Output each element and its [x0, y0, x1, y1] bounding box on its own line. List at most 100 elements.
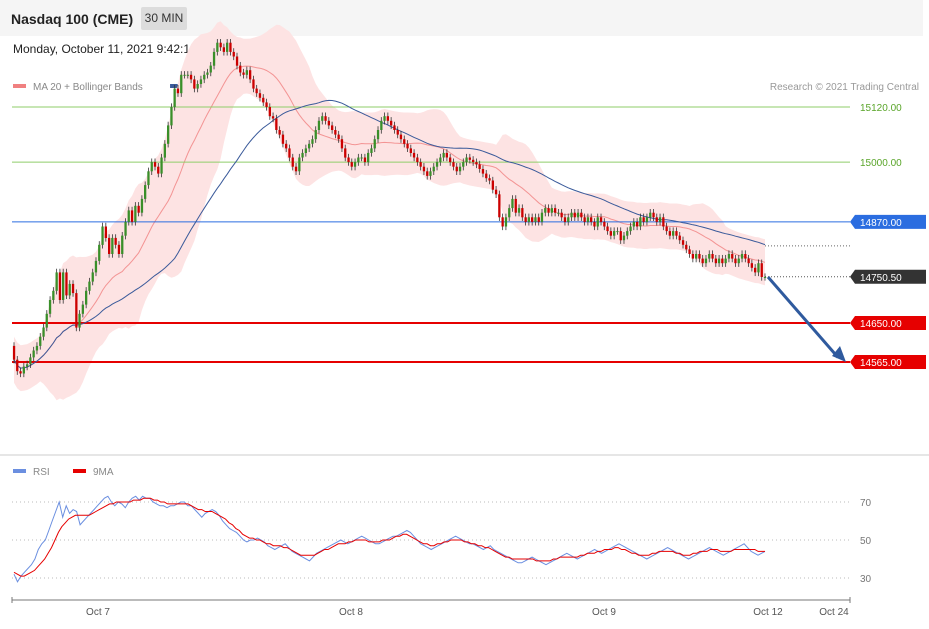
candle-body-104 — [353, 162, 357, 167]
rsi-tick-0: 70 — [860, 498, 872, 509]
rsi-series-0 — [13, 495, 766, 583]
candle-body-153 — [514, 198, 517, 213]
candle-body-66 — [229, 42, 232, 52]
candle-body-145 — [488, 178, 491, 181]
candle-body-185 — [619, 231, 622, 241]
rsi-legend-swatch-0 — [13, 469, 26, 473]
candle-body-192 — [642, 217, 645, 222]
candle-body-216 — [721, 258, 724, 264]
level-label-0: 15120.00 — [860, 103, 902, 114]
candle-body-69 — [239, 65, 242, 73]
candle-body-209 — [698, 254, 701, 259]
candle-body-28 — [104, 226, 107, 238]
chart-header: Nasdaq 100 (CME) 30 MIN — [0, 0, 923, 36]
candle-body-45 — [160, 157, 163, 174]
candle-body-111 — [376, 130, 380, 140]
candle-body-222 — [740, 254, 744, 259]
candle-body-229 — [763, 277, 767, 278]
instrument-title: Nasdaq 100 (CME) — [11, 11, 134, 27]
candle-body-142 — [478, 164, 481, 169]
candle-body-106 — [360, 157, 363, 159]
candle-body-123 — [416, 157, 419, 163]
candle-body-130 — [439, 157, 442, 163]
candle-body-184 — [616, 231, 619, 233]
candle-body-223 — [744, 254, 747, 259]
candle-body-89 — [304, 148, 307, 153]
candle-body-1 — [16, 359, 19, 372]
candle-body-34 — [124, 221, 127, 236]
projection-arrowhead — [832, 346, 846, 362]
candle-body-37 — [134, 205, 137, 222]
candle-body-164 — [550, 208, 553, 213]
x-tick-label-2: Oct 9 — [592, 607, 616, 618]
candle-body-201 — [672, 231, 675, 236]
candle-body-85 — [291, 157, 294, 167]
candle-body-189 — [632, 221, 635, 227]
candle-body-54 — [189, 74, 193, 80]
candle-body-228 — [760, 263, 763, 277]
candle-body-21 — [81, 304, 84, 314]
candle-body-110 — [373, 139, 376, 149]
x-tick-label-1: Oct 8 — [339, 607, 363, 618]
candle-body-53 — [186, 74, 189, 76]
candle-body-75 — [258, 93, 262, 98]
candle-body-215 — [717, 258, 721, 264]
candle-body-118 — [399, 134, 403, 140]
candle-body-227 — [757, 263, 760, 273]
candle-body-141 — [475, 162, 478, 165]
candle-body-198 — [662, 217, 665, 227]
candle-body-36 — [130, 210, 134, 222]
candle-body-73 — [252, 79, 255, 89]
candle-body-170 — [570, 212, 573, 218]
chart-timestamp: Monday, October 11, 2021 9:42:12 AM CET — [13, 42, 245, 56]
candle-body-224 — [747, 258, 750, 264]
candle-body-139 — [468, 157, 471, 160]
candle-body-188 — [629, 226, 632, 232]
candle-body-138 — [465, 157, 468, 163]
candle-body-202 — [675, 231, 678, 236]
candle-body-92 — [314, 130, 317, 140]
candle-body-25 — [94, 260, 98, 273]
candle-body-35 — [127, 210, 130, 222]
research-credit: Research © 2021 Trading Central — [770, 82, 919, 93]
candle-body-41 — [147, 171, 150, 186]
candle-body-10 — [45, 313, 48, 328]
candle-body-58 — [203, 74, 206, 80]
candle-body-212 — [708, 254, 711, 259]
candle-body-210 — [701, 258, 704, 264]
candle-body-159 — [534, 217, 537, 222]
candle-body-218 — [727, 254, 731, 259]
candle-body-207 — [691, 254, 694, 259]
level-label-2: 14870.00 — [860, 218, 902, 229]
candle-body-149 — [501, 217, 504, 227]
candle-body-6 — [32, 350, 35, 358]
candle-body-168 — [563, 217, 567, 222]
candle-body-213 — [711, 254, 714, 259]
candle-body-32 — [117, 244, 121, 254]
legend-label-0: MA 20 + Bollinger Bands — [33, 82, 143, 93]
candle-body-107 — [363, 157, 367, 163]
candle-body-181 — [606, 226, 609, 232]
candle-body-99 — [337, 134, 340, 140]
candle-body-11 — [48, 300, 52, 314]
candle-body-163 — [547, 208, 550, 213]
candle-body-150 — [504, 217, 508, 227]
candle-body-7 — [35, 345, 39, 351]
interval-button[interactable]: 30 MIN — [141, 7, 187, 30]
candle-body-50 — [176, 88, 180, 94]
candle-body-179 — [599, 217, 603, 222]
candle-body-24 — [91, 272, 94, 282]
candle-body-171 — [573, 212, 576, 218]
candle-body-18 — [71, 283, 75, 294]
candle-body-206 — [688, 249, 691, 254]
candle-body-174 — [583, 217, 586, 222]
candle-body-122 — [412, 152, 416, 158]
candle-body-55 — [193, 79, 196, 89]
candle-body-119 — [403, 139, 406, 144]
candle-body-151 — [508, 208, 511, 218]
candle-body-56 — [196, 84, 199, 89]
candle-body-160 — [537, 217, 540, 222]
level-label-4: 14650.00 — [860, 319, 902, 330]
candle-body-98 — [334, 130, 337, 135]
candle-body-4 — [26, 364, 29, 367]
